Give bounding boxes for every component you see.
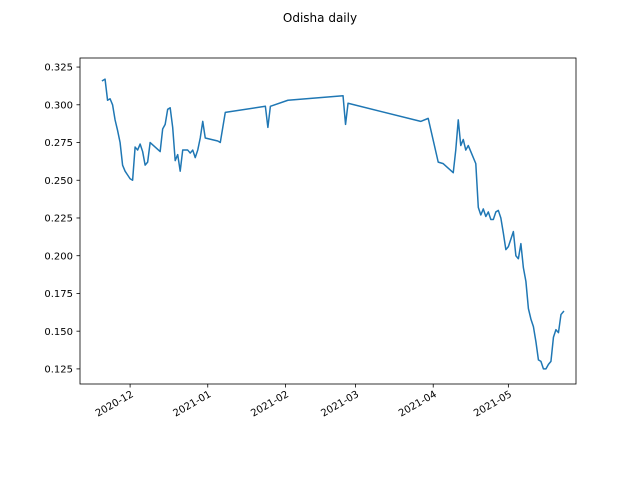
x-tick-label: 2020-12 xyxy=(94,389,136,419)
y-tick-label: 0.250 xyxy=(44,176,73,187)
series-line xyxy=(101,78,565,370)
y-tick-label: 0.125 xyxy=(44,365,73,376)
y-tick-label: 0.175 xyxy=(44,289,73,300)
y-tick-label: 0.225 xyxy=(44,214,73,225)
chart-title: Odisha daily xyxy=(283,11,357,25)
y-axis: 0.125 0.150 0.175 0.200 0.225 0.250 0.275 0.300… xyxy=(44,63,80,376)
x-axis: 2020-12 2021-01 2021-02 2021-03 2021-04 2021-… xyxy=(94,384,514,419)
y-tick-label: 0.325 xyxy=(44,63,73,74)
x-tick-label: 2021-05 xyxy=(472,389,514,419)
plot-area xyxy=(79,57,577,385)
plot-frame xyxy=(79,57,577,385)
y-tick-label: 0.200 xyxy=(44,251,73,262)
y-tick-label: 0.275 xyxy=(44,138,73,149)
x-tick-label: 2021-01 xyxy=(172,389,214,419)
y-tick-label: 0.150 xyxy=(44,327,73,338)
y-tick-label: 0.300 xyxy=(44,100,73,111)
plot-background xyxy=(80,58,576,384)
x-tick-label: 2021-02 xyxy=(249,389,291,419)
x-tick-label: 2021-04 xyxy=(397,389,439,419)
x-tick-label: 2021-03 xyxy=(319,389,361,419)
